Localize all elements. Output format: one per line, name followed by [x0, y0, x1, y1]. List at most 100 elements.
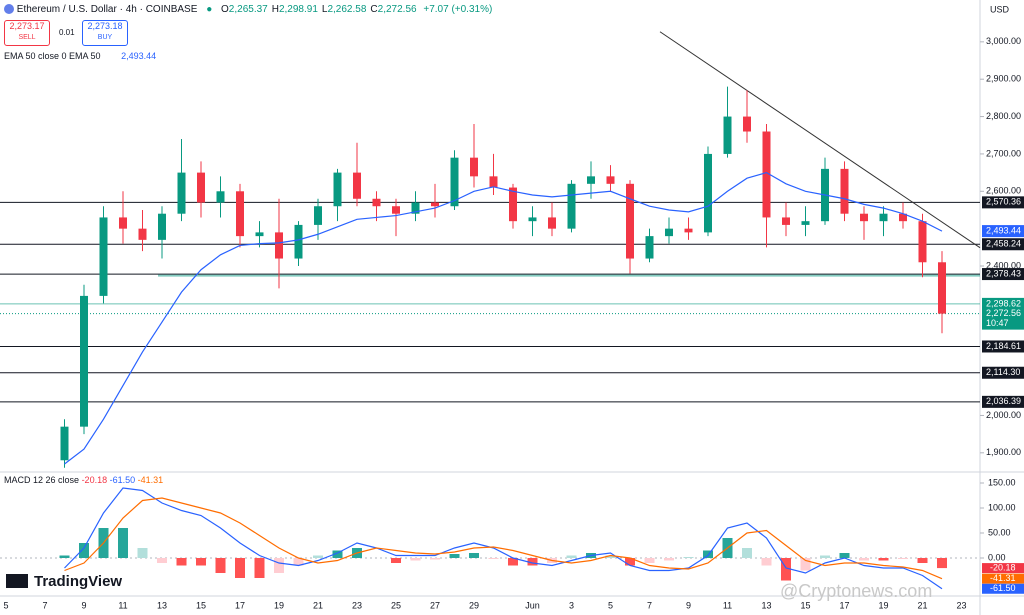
macd-label: -20.18 — [990, 562, 1016, 572]
candle-body — [177, 172, 186, 214]
candle-body — [801, 221, 810, 225]
macd-line — [64, 487, 943, 590]
countdown: 10:47 — [986, 318, 1009, 328]
ema-label: 2,493.44 — [986, 225, 1021, 235]
ohlc-label: O — [221, 4, 229, 15]
ohlc-label: H — [271, 4, 279, 15]
x-tick-label: 5 — [608, 600, 613, 610]
macd-histogram-bar — [488, 558, 499, 559]
x-tick-label: 19 — [274, 600, 284, 610]
level-label: 2,458.24 — [986, 239, 1021, 249]
macd-y-tick-label: 50.00 — [988, 527, 1011, 537]
buy-button[interactable]: 2,273.18 BUY — [82, 20, 128, 46]
sell-button[interactable]: 2,273.17 SELL — [4, 20, 50, 46]
macd-histogram-bar — [761, 558, 772, 566]
macd-histogram-bar — [430, 558, 440, 560]
level-label-bg — [982, 366, 1024, 379]
signal-line — [64, 497, 943, 580]
buy-price: 2,273.18 — [87, 21, 123, 31]
candle-body — [138, 228, 147, 240]
x-tick-label: 23 — [956, 600, 966, 610]
x-tick-label: 21 — [313, 600, 323, 610]
candle-body — [665, 228, 673, 237]
macd-histogram-bar — [664, 558, 674, 561]
macd-histogram-bar — [274, 558, 284, 573]
candle-body — [411, 202, 420, 214]
candle-body — [918, 221, 927, 263]
level-label: 2,036.39 — [986, 396, 1021, 406]
macd-histogram-bar — [469, 553, 479, 558]
ohlc-value: 2,262.58 — [327, 4, 367, 15]
x-tick-label: 15 — [800, 600, 810, 610]
macd-histogram-bar — [917, 558, 928, 563]
candle-body — [567, 183, 576, 229]
currency: USD — [990, 4, 1010, 14]
macd-histogram-bar — [235, 558, 245, 578]
macd-label: -61.50 — [990, 583, 1016, 593]
candle-body — [470, 157, 478, 177]
brand: TradingView — [34, 573, 122, 590]
macd-histogram-bar — [527, 558, 538, 566]
candle-body — [119, 217, 127, 229]
candle-body — [587, 176, 595, 184]
x-tick-label: 5 — [3, 600, 8, 610]
macd-histogram-bar — [742, 548, 752, 558]
macd-label-bg — [982, 563, 1024, 574]
macd-histogram-bar — [332, 550, 343, 558]
candle-body — [255, 232, 264, 237]
macd-histogram-bar — [137, 548, 148, 558]
x-tick-label: 7 — [647, 600, 652, 610]
header: Ethereum / U.S. Dollar · 4h · COINBASE ●… — [4, 4, 492, 15]
macd-label-bg — [982, 583, 1024, 594]
candle-body — [333, 172, 342, 207]
x-tick-label: 7 — [42, 600, 47, 610]
indicator-legend: EMA 50 close 0 EMA 50 2,493.44 — [4, 51, 156, 61]
candle-body — [879, 213, 888, 222]
candle-body — [197, 172, 205, 203]
macd-histogram-bar — [625, 558, 635, 566]
level-label-bg — [982, 395, 1024, 408]
macd-histogram-bar — [449, 554, 460, 558]
x-tick-label: 19 — [878, 600, 888, 610]
candle-body — [860, 213, 868, 222]
candle-body — [606, 176, 615, 184]
sell-price: 2,273.17 — [9, 21, 45, 31]
ohlc: O2,265.37 H2,298.91 L2,262.58 C2,272.56 — [221, 4, 421, 15]
macd-label-bg — [982, 573, 1024, 584]
macd-histogram-bar — [800, 558, 811, 571]
candle-body — [216, 191, 225, 203]
last-price-bg — [982, 307, 1024, 330]
macd-name: MACD 12 26 close — [4, 475, 80, 485]
candle-body — [450, 157, 459, 207]
macd-y-tick-label: 0.00 — [988, 552, 1006, 562]
macd-histogram-bar — [605, 555, 616, 558]
symbol-icon — [4, 4, 14, 15]
macd-histogram-bar — [683, 557, 694, 558]
spread: 0.01 — [59, 28, 75, 37]
y-tick-label: 2,700.00 — [986, 148, 1021, 158]
macd-histogram-bar — [313, 555, 323, 558]
candle-body — [762, 131, 771, 218]
macd-hist-value: -20.18 — [81, 475, 108, 485]
candle-body — [99, 217, 108, 296]
candle-body — [899, 213, 907, 222]
candle-body — [275, 232, 283, 259]
macd-y-tick-label: 150.00 — [988, 477, 1016, 487]
x-tick-label: 29 — [469, 600, 479, 610]
macd-histogram-bar — [644, 558, 655, 563]
macd-histogram-bar — [859, 558, 869, 561]
y-tick-label: 3,000.00 — [986, 36, 1021, 46]
macd-histogram-bar — [176, 558, 187, 566]
y-tick-label: 2,400.00 — [986, 260, 1021, 270]
buy-label: BUY — [97, 34, 113, 41]
candle-body — [743, 116, 751, 132]
macd-histogram-bar — [703, 550, 713, 558]
macd-legend: MACD 12 26 close -20.18 -61.50 -41.31 — [4, 475, 163, 485]
last-price-label: 2,272.56 — [986, 308, 1021, 318]
sell-label: SELL — [18, 34, 36, 41]
x-tick-label: 13 — [761, 600, 771, 610]
x-tick-label: 9 — [686, 600, 691, 610]
status-dot: ● — [206, 4, 213, 15]
macd-histogram-bar — [293, 558, 304, 566]
